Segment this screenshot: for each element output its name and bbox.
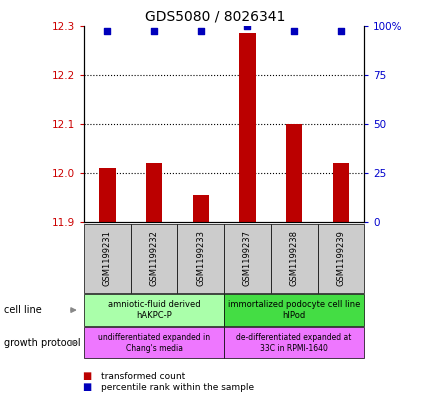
Point — [337, 28, 344, 35]
Bar — [146, 163, 162, 222]
Point — [104, 28, 111, 35]
Text: GSM1199231: GSM1199231 — [103, 230, 112, 286]
Text: amniotic-fluid derived
hAKPC-P: amniotic-fluid derived hAKPC-P — [108, 300, 200, 320]
Text: de-differentiated expanded at
33C in RPMI-1640: de-differentiated expanded at 33C in RPM… — [236, 333, 351, 353]
Text: GSM1199233: GSM1199233 — [196, 230, 205, 286]
Point — [150, 28, 157, 35]
Point — [290, 28, 297, 35]
Text: growth protocol: growth protocol — [4, 338, 81, 348]
Text: undifferentiated expanded in
Chang's media: undifferentiated expanded in Chang's med… — [98, 333, 210, 353]
Bar — [332, 163, 348, 222]
Text: GDS5080 / 8026341: GDS5080 / 8026341 — [145, 10, 285, 24]
Text: percentile rank within the sample: percentile rank within the sample — [101, 383, 254, 391]
Bar — [99, 168, 115, 222]
Point — [243, 22, 250, 29]
Point — [197, 28, 204, 35]
Bar — [239, 33, 255, 222]
Text: cell line: cell line — [4, 305, 42, 315]
Text: ■: ■ — [82, 382, 91, 392]
Bar — [192, 195, 209, 222]
Text: immortalized podocyte cell line
hIPod: immortalized podocyte cell line hIPod — [227, 300, 359, 320]
Text: GSM1199238: GSM1199238 — [289, 230, 298, 286]
Bar — [286, 124, 301, 222]
Text: transformed count: transformed count — [101, 372, 185, 381]
Text: ■: ■ — [82, 371, 91, 382]
Text: GSM1199237: GSM1199237 — [243, 230, 252, 286]
Text: GSM1199232: GSM1199232 — [149, 230, 158, 286]
Text: GSM1199239: GSM1199239 — [335, 230, 344, 286]
